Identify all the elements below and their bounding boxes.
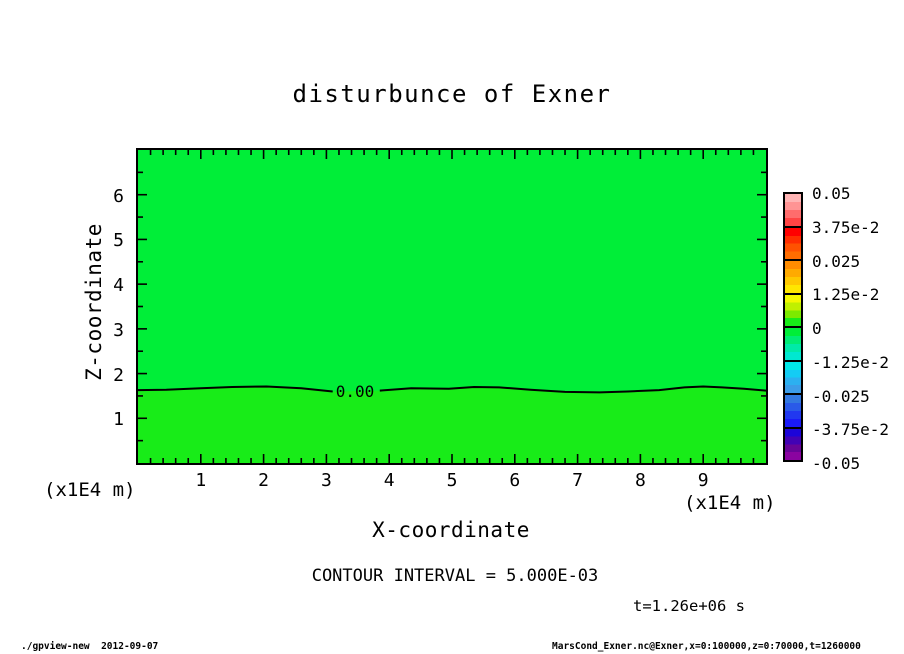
colorbar-segment-6: [785, 393, 801, 427]
colorbar-segment-0: [785, 194, 801, 226]
x-tick-label-7: 7: [572, 470, 584, 491]
y-axis-unit-label: (x1E4 m): [44, 479, 136, 501]
y-tick-label-1: 1: [113, 409, 124, 431]
x-tick-label-3: 3: [320, 470, 332, 491]
x-tick-label-2: 2: [258, 470, 270, 491]
x-tick-label-9: 9: [697, 470, 709, 491]
colorbar-segment-4: [785, 326, 801, 360]
time-stamp-text: t=1.26e+06 s: [633, 597, 745, 615]
colorbar-label-0: 0.05: [812, 184, 851, 203]
y-tick-label-4: 4: [113, 275, 124, 297]
colorbar-label-1: 3.75e-2: [812, 217, 880, 237]
x-tick-label-8: 8: [634, 470, 646, 491]
colorbar-segment-2: [785, 259, 801, 293]
contour-interval-text: CONTOUR INTERVAL = 5.000E-03: [311, 566, 599, 586]
plot-title: disturbunce of Exner: [292, 80, 612, 108]
colorbar-segment-5: [785, 359, 801, 393]
colorbar-label-2: 0.025: [812, 251, 861, 271]
colorbar-label-4: 0: [812, 319, 822, 338]
y-tick-label-6: 6: [113, 185, 124, 207]
contour-plot-svg: [138, 150, 766, 463]
footer-file-info: MarsCond_Exner.nc@Exner,x=0:100000,z=0:7…: [552, 641, 861, 652]
colorbar-label-7: -3.75e-2: [812, 420, 890, 440]
zero-contour-label: 0.00: [335, 382, 375, 401]
x-tick-label-5: 5: [446, 470, 458, 491]
y-tick-label-5: 5: [113, 230, 124, 252]
x-tick-label-6: 6: [509, 470, 521, 491]
colorbar-segment-3: [785, 292, 801, 326]
zero-contour-line: [379, 385, 766, 394]
colorbar-label-6: -0.025: [812, 386, 870, 406]
zero-contour-line: [138, 385, 333, 393]
y-tick-label-2: 2: [113, 364, 124, 386]
plot-area: [136, 148, 768, 465]
colorbar-segment-1: [785, 225, 801, 259]
x-axis-unit-label: (x1E4 m): [684, 492, 776, 514]
colorbar-segment-7: [785, 426, 801, 460]
x-axis-title: X-coordinate: [372, 518, 530, 542]
footer-program-version: ./gpview-new 2012-09-07: [21, 641, 159, 652]
colorbar: [783, 192, 803, 462]
colorbar-label-5: -1.25e-2: [812, 352, 890, 372]
colorbar-label-3: 1.25e-2: [812, 285, 880, 305]
y-tick-label-3: 3: [113, 319, 124, 341]
x-tick-label-1: 1: [195, 470, 207, 491]
upper-region-fill: [138, 150, 766, 393]
colorbar-label-8: -0.05: [812, 454, 861, 473]
x-tick-label-4: 4: [383, 470, 395, 491]
